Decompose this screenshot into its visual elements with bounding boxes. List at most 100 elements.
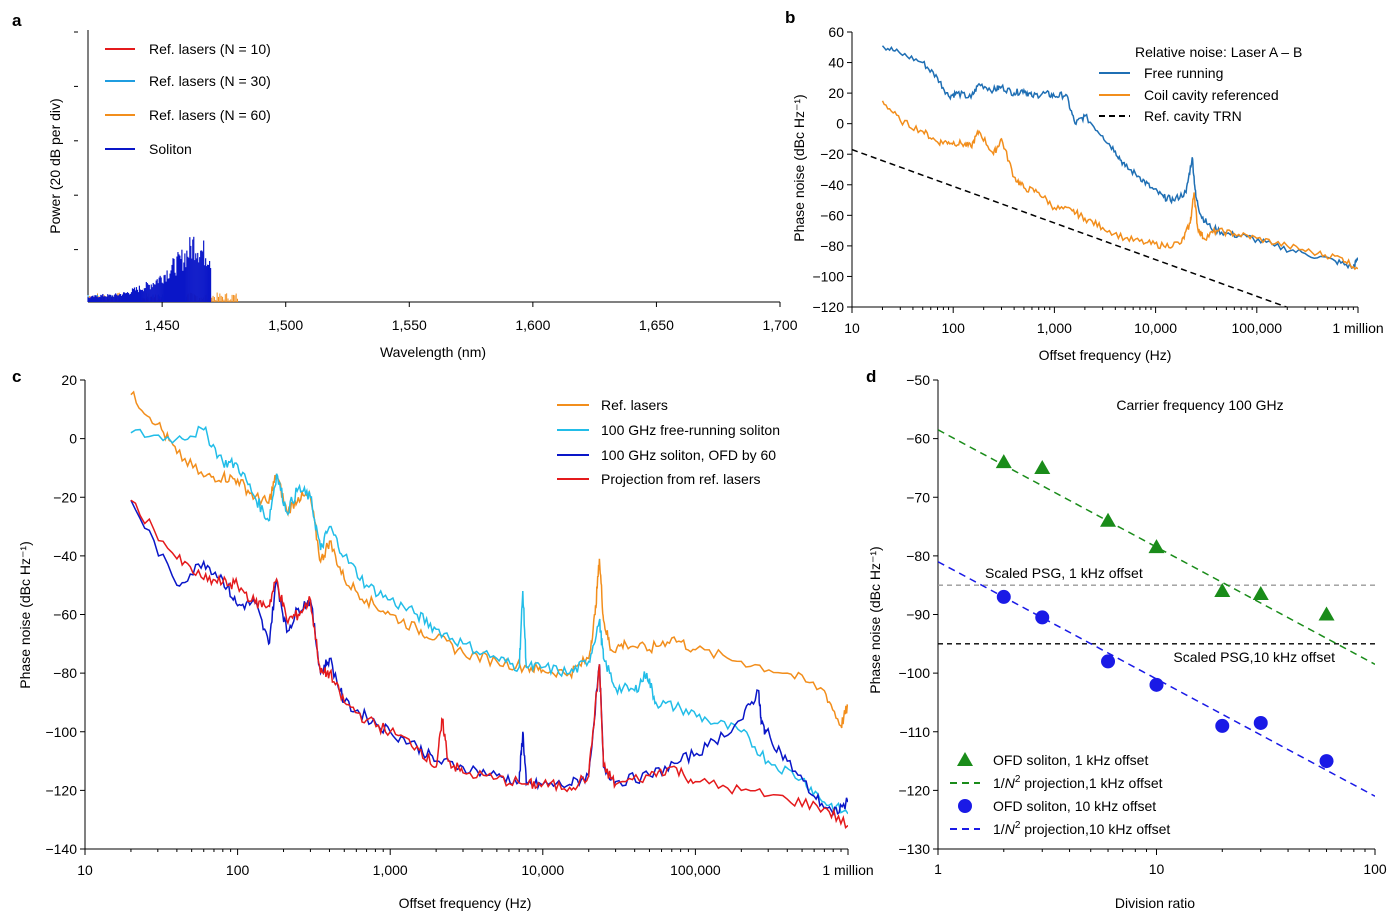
panel-c-y-tick-label: −120	[45, 782, 77, 798]
panel-b-y-tick-label: −40	[820, 177, 844, 193]
panel-b-x-axis-label: Offset frequency (Hz)	[1039, 347, 1172, 363]
panel-b-legend-label-2: Coil cavity referenced	[1144, 87, 1279, 103]
panel-d-reference-label-2: Scaled PSG,10 kHz offset	[1173, 649, 1335, 665]
panel-label-c: c	[12, 367, 21, 386]
panel-d-y-tick-label: −130	[898, 841, 930, 857]
panel-a-x-tick-label: 1,500	[268, 317, 303, 333]
panel-b-x-tick-label: 10,000	[1134, 320, 1177, 336]
panel-d-projection-4	[938, 561, 1375, 797]
panel-d-legend-swatch-1	[957, 752, 973, 766]
panel-c-series-4	[130, 499, 848, 829]
panel-b-y-tick-label: −20	[820, 146, 844, 162]
panel-c-y-tick-label: −100	[45, 724, 77, 740]
panel-c-legend-label-1: Ref. lasers	[601, 397, 668, 413]
panel-d-circle-marker	[1101, 654, 1116, 669]
panel-d-triangle-marker	[1252, 585, 1269, 600]
panel-d-legend-label-4: 1/N2 projection,10 kHz offset	[993, 820, 1170, 837]
panel-d-y-tick-label: −110	[900, 724, 931, 740]
panel-c-legend-label-2: 100 GHz free-running soliton	[601, 422, 780, 438]
panel-d-y-tick-label: −100	[898, 665, 930, 681]
panel-b-series-3	[852, 148, 1289, 307]
panel-d-title: Carrier frequency 100 GHz	[1116, 397, 1283, 413]
legend-label-4: Soliton	[149, 141, 192, 157]
panel-d-triangle-marker	[1034, 459, 1051, 474]
panel-b-legend-label-3: Ref. cavity TRN	[1144, 108, 1242, 124]
panel-c-x-tick-label: 10,000	[521, 862, 564, 878]
panel-c-x-axis-label: Offset frequency (Hz)	[399, 895, 532, 911]
panel-d-y-tick-label: −50	[906, 372, 930, 388]
panel-d-x-axis-label: Division ratio	[1115, 895, 1195, 911]
panel-c-y-tick-label: −60	[53, 607, 77, 623]
panel-b-x-tick-label: 1,000	[1037, 320, 1072, 336]
panel-c-x-tick-label: 1 million	[822, 862, 873, 878]
panel-c-series-2	[130, 425, 848, 815]
panel-c-x-tick-label: 100	[226, 862, 250, 878]
panel-c-x-tick-label: 1,000	[373, 862, 408, 878]
panel-d-reference-label-1: Scaled PSG, 1 kHz offset	[985, 565, 1143, 581]
panel-b-y-axis-label: Phase noise (dBc Hz⁻¹)	[791, 94, 807, 241]
panel-a-x-tick-label: 1,700	[762, 317, 797, 333]
panel-d-y-axis-label: Phase noise (dBc Hz⁻¹)	[867, 546, 883, 693]
panel-a-y-axis-label: Power (20 dB per div)	[47, 98, 63, 233]
panel-b-y-tick-label: 40	[828, 55, 844, 71]
panel-d-legend-swatch-3	[958, 799, 972, 813]
panel-d-y-tick-label: −90	[906, 607, 930, 623]
panel-b-x-tick-label: 1 million	[1332, 320, 1383, 336]
panel-c-y-tick-label: −40	[53, 548, 77, 564]
panel-c-y-tick-label: −80	[53, 665, 77, 681]
panel-b-y-tick-label: −100	[812, 268, 844, 284]
panel-b-y-tick-label: −80	[820, 238, 844, 254]
panel-b-legend-title: Relative noise: Laser A – B	[1135, 44, 1302, 60]
panel-c-legend-label-4: Projection from ref. lasers	[601, 471, 761, 487]
legend-label-2: Ref. lasers (N = 30)	[149, 73, 271, 89]
panel-a-x-tick-label: 1,450	[145, 317, 180, 333]
panel-d-circle-marker	[1253, 715, 1268, 730]
panel-d-projection-2	[938, 429, 1375, 665]
panel-b-y-tick-label: 20	[828, 85, 844, 101]
panel-d-x-tick-label: 1	[934, 861, 942, 877]
panel-c-y-tick-label: 20	[61, 372, 77, 388]
legend-label-3: Ref. lasers (N = 60)	[149, 107, 271, 123]
panel-b-y-tick-label: −120	[812, 299, 844, 315]
panel-b-legend-label-1: Free running	[1144, 65, 1223, 81]
panel-d-y-tick-label: −80	[906, 548, 930, 564]
panel-b-series-2	[881, 100, 1358, 271]
panel-c-series-3	[130, 499, 848, 816]
panel-c-y-tick-label: 0	[69, 431, 77, 447]
panel-c-y-axis-label: Phase noise (dBc Hz⁻¹)	[17, 541, 33, 688]
panel-b-x-tick-label: 100	[942, 320, 966, 336]
panel-d-legend-label-1: OFD soliton, 1 kHz offset	[993, 752, 1148, 768]
panel-d-x-tick-label: 100	[1363, 861, 1387, 877]
panel-c-y-tick-label: −140	[45, 841, 77, 857]
panel-b-y-tick-label: 60	[828, 24, 844, 40]
panel-b-y-tick-label: −60	[820, 207, 844, 223]
panel-a-x-axis-label: Wavelength (nm)	[380, 344, 486, 360]
panel-c-x-tick-label: 10	[77, 862, 93, 878]
panel-a-x-tick-label: 1,600	[515, 317, 550, 333]
panel-b-y-tick-label: 0	[836, 116, 844, 132]
panel-d-circle-marker	[1319, 754, 1334, 769]
panel-d-circle-marker	[1035, 610, 1050, 625]
panel-a-x-tick-label: 1,550	[392, 317, 427, 333]
panel-d-triangle-marker	[1148, 539, 1165, 554]
panel-d-legend-label-3: OFD soliton, 10 kHz offset	[993, 798, 1156, 814]
panel-d-x-tick-label: 10	[1149, 861, 1165, 877]
panel-d-triangle-marker	[1100, 512, 1117, 527]
panel-b-x-tick-label: 100,000	[1231, 320, 1282, 336]
panel-d-triangle-marker	[995, 454, 1012, 469]
panel-d-legend-label-2: 1/N2 projection,1 kHz offset	[993, 774, 1163, 791]
panel-d-triangle-marker	[1214, 583, 1231, 598]
panel-d-y-tick-label: −60	[906, 431, 930, 447]
panel-d-triangle-marker	[1318, 606, 1335, 621]
legend-label-1: Ref. lasers (N = 10)	[149, 41, 271, 57]
panel-label-a: a	[12, 11, 22, 30]
panel-label-d: d	[866, 367, 876, 386]
panel-d-circle-marker	[1149, 677, 1164, 692]
panel-a-x-tick-label: 1,650	[639, 317, 674, 333]
panel-d-y-tick-label: −120	[898, 782, 930, 798]
panel-b-x-tick-label: 10	[844, 320, 860, 336]
panel-label-b: b	[785, 8, 795, 27]
panel-c-x-tick-label: 100,000	[670, 862, 721, 878]
panel-d-y-tick-label: −70	[906, 489, 930, 505]
